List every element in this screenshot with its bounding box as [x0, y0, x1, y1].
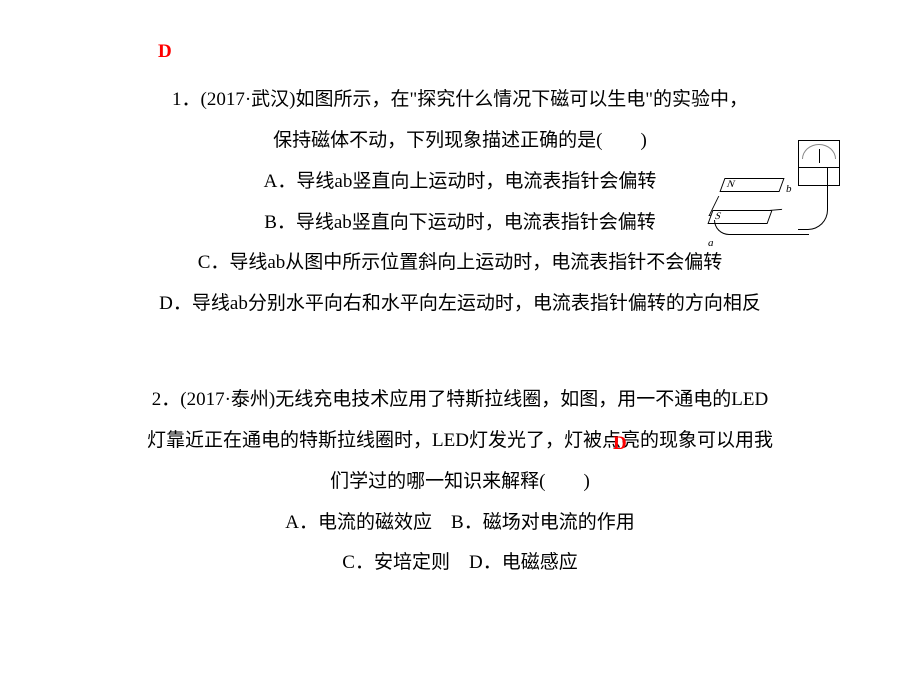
circuit-diagram: N S a b	[710, 140, 840, 240]
magnet-assembly: N S a b	[710, 175, 790, 225]
q1-answer: D	[158, 41, 172, 63]
q1-stem-line1: 1．(2017·武汉)如图所示，在"探究什么情况下磁可以生电"的实验中，	[70, 80, 850, 121]
q2-answer: D	[613, 424, 627, 465]
question-2: 2．(2017·泰州)无线充电技术应用了特斯拉线圈，如图，用一不通电的LED 灯…	[70, 380, 850, 584]
q2-stem-line3: 们学过的哪一知识来解释( )	[70, 462, 850, 503]
q2-option-ab: A．电流的磁效应 B．磁场对电流的作用	[70, 503, 850, 544]
q2-option-cd: C．安培定则 D．电磁感应	[70, 543, 850, 584]
q2-stem-line2: 灯靠近正在通电的特斯拉线圈时，LED灯发光了，灯被点D亮的现象可以用我	[70, 421, 850, 462]
label-a: a	[708, 237, 714, 249]
document-content: 1．(2017·武汉)如图所示，在"探究什么情况下磁可以生电"的实验中， D 保…	[0, 0, 920, 679]
circuit-wire-bottom	[714, 220, 809, 235]
q1-option-d: D．导线ab分别水平向右和水平向左运动时，电流表指针偏转的方向相反	[70, 284, 850, 325]
q1-option-c: C．导线ab从图中所示位置斜向上运动时，电流表指针不会偏转	[70, 243, 850, 284]
meter-needle	[819, 149, 820, 163]
magnet-north: N	[719, 178, 784, 192]
meter-face	[798, 140, 840, 168]
q2-line2-a: 灯靠近正在通电的特斯拉线圈时，LED灯发光了，灯被点	[147, 430, 621, 451]
q2-line2-b: 亮的现象可以用我	[621, 430, 773, 451]
q2-stem-line1: 2．(2017·泰州)无线充电技术应用了特斯拉线圈，如图，用一不通电的LED	[70, 380, 850, 421]
label-b: b	[786, 183, 792, 195]
